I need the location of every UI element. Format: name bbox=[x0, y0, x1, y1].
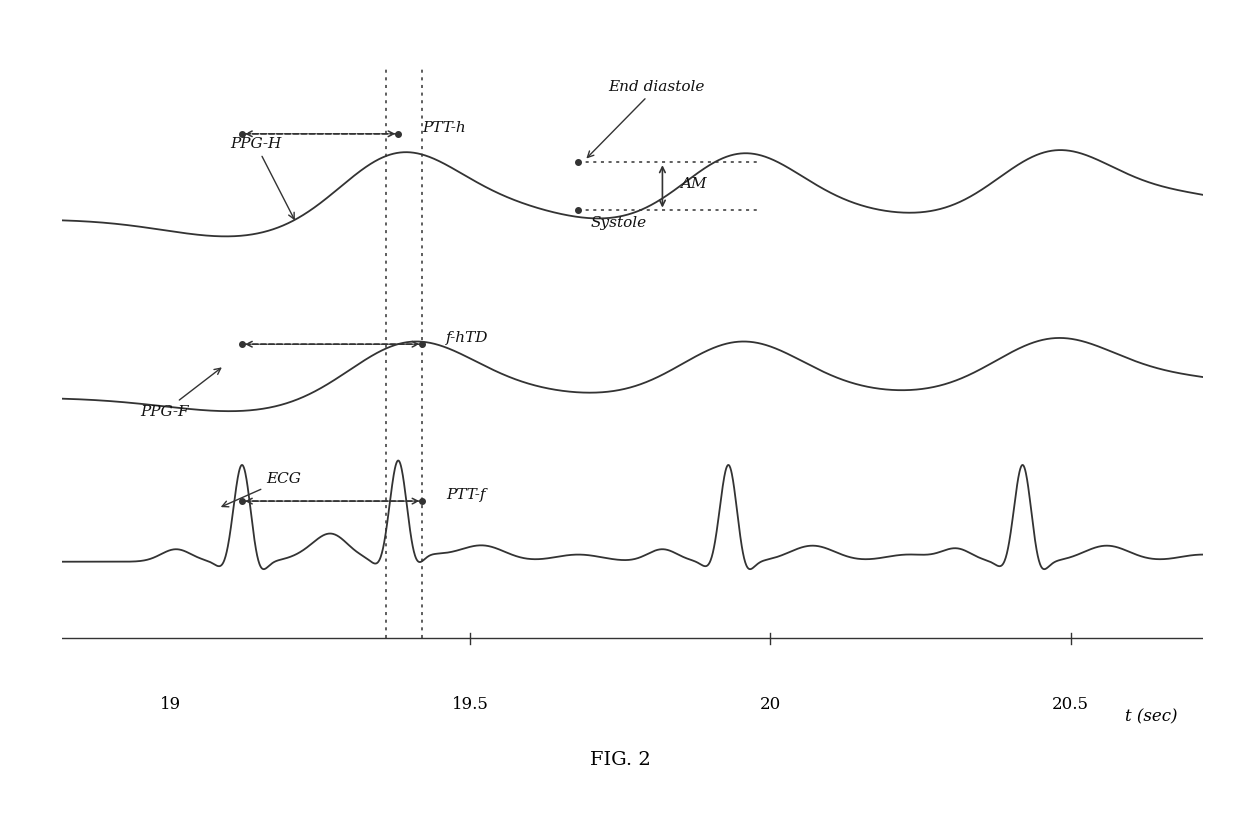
Text: End diastole: End diastole bbox=[588, 80, 704, 158]
Text: AM: AM bbox=[681, 178, 707, 192]
Text: PPG-H: PPG-H bbox=[231, 137, 294, 219]
Text: FIG. 2: FIG. 2 bbox=[590, 751, 650, 769]
Text: Systole: Systole bbox=[590, 215, 646, 229]
Text: PPG-F: PPG-F bbox=[140, 368, 221, 418]
Text: PTT-f: PTT-f bbox=[446, 488, 486, 502]
Text: ECG: ECG bbox=[222, 473, 301, 507]
Text: PTT-h: PTT-h bbox=[423, 121, 466, 135]
X-axis label: t (sec): t (sec) bbox=[1125, 709, 1178, 726]
Text: f-hTD: f-hTD bbox=[446, 331, 489, 345]
